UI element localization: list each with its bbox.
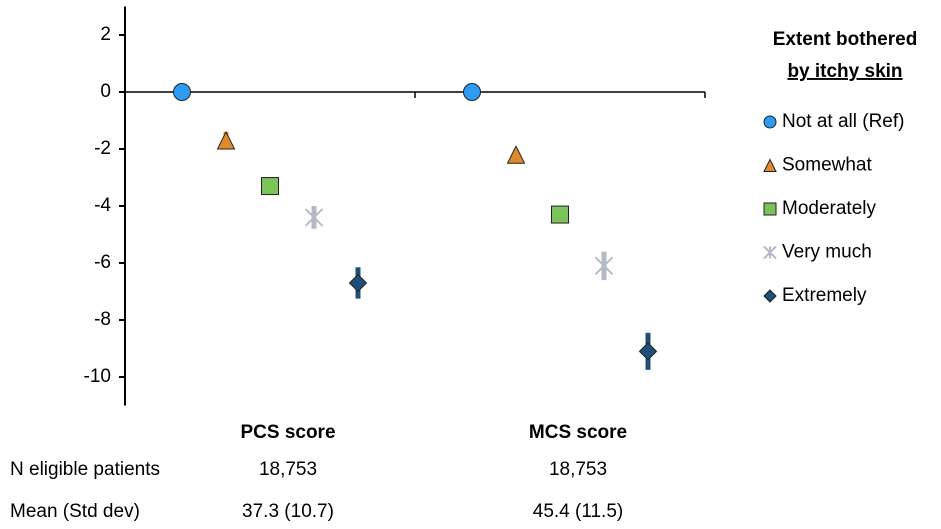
legend-label: Very much xyxy=(782,242,872,263)
legend-marker xyxy=(763,115,777,129)
table-row-label: Mean (Std dev) xyxy=(10,501,140,522)
y-tick-label: -4 xyxy=(94,195,111,216)
legend-marker xyxy=(763,245,777,260)
legend-title: Extent bothered xyxy=(773,29,918,50)
table-row-label: N eligible patients xyxy=(10,459,160,480)
y-tick-label: -2 xyxy=(94,138,111,159)
x-category-label: MCS score xyxy=(529,422,627,443)
marker xyxy=(594,256,614,276)
table-cell: 37.3 (10.7) xyxy=(242,501,334,522)
legend-marker xyxy=(763,158,777,172)
marker xyxy=(463,83,481,101)
y-tick-label: -6 xyxy=(94,252,111,273)
marker xyxy=(216,130,236,150)
marker xyxy=(304,208,324,227)
table-cell: 45.4 (11.5) xyxy=(533,501,623,522)
legend-label: Moderately xyxy=(782,198,876,219)
legend-title: by itchy skin xyxy=(787,61,902,82)
legend-label: Somewhat xyxy=(782,155,872,176)
legend-label: Not at all (Ref) xyxy=(782,111,904,132)
y-tick-label: 0 xyxy=(100,81,111,102)
legend-marker xyxy=(763,289,777,303)
legend-marker xyxy=(763,202,777,216)
marker xyxy=(173,83,191,101)
y-tick-label: -8 xyxy=(94,309,111,330)
marker xyxy=(348,273,368,293)
marker xyxy=(261,177,279,196)
marker xyxy=(506,145,526,164)
table-cell: 18,753 xyxy=(259,459,317,480)
marker xyxy=(638,342,658,361)
marker xyxy=(551,205,569,224)
y-tick-label: 2 xyxy=(100,24,111,45)
x-category-label: PCS score xyxy=(240,422,335,443)
y-tick-label: -10 xyxy=(84,366,111,387)
table-cell: 18,753 xyxy=(549,459,607,480)
legend-label: Extremely xyxy=(782,285,867,306)
